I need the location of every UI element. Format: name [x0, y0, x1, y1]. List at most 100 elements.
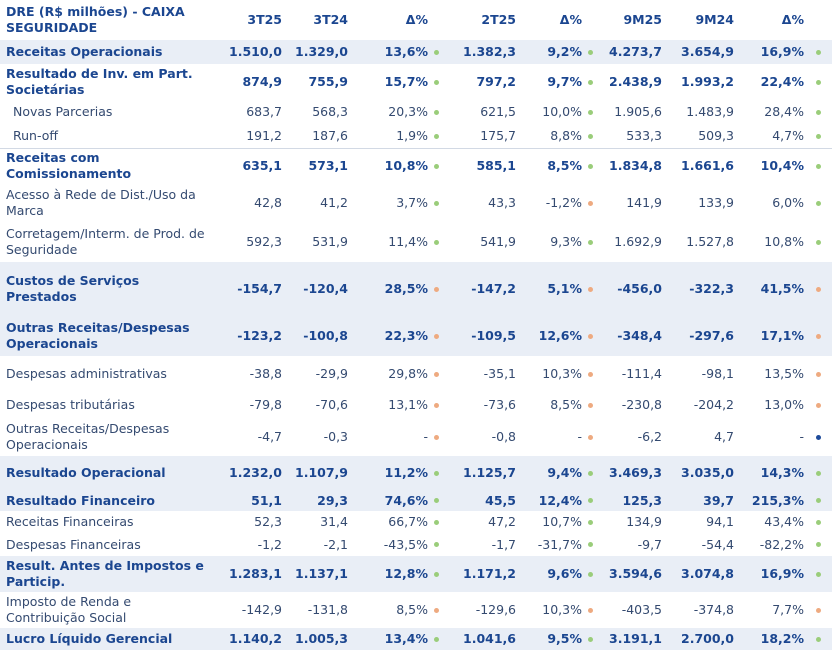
trend-dot-down-icon: [814, 392, 822, 418]
table-row: Run-off 191,2 187,6 1,9% 175,7 8,8% 533,3 509,3…: [0, 124, 832, 149]
trend-dot-up-icon: [586, 556, 594, 592]
value-9m24: 509,3: [698, 128, 734, 143]
table-row: Corretagem/Interm. de Prod. de Seguridad…: [0, 222, 832, 263]
delta-3t24: 15,7%: [384, 74, 428, 89]
delta-3t24: 66,7%: [388, 514, 428, 529]
value-9m24: 3.654,9: [681, 44, 734, 59]
row-label: Custos de Serviços Prestados: [6, 273, 140, 304]
value-9m25: 1.834,8: [609, 158, 662, 173]
delta-9m24: 13,0%: [764, 397, 804, 412]
value-3t25: 592,3: [246, 234, 282, 249]
value-2t25: 43,3: [488, 195, 516, 210]
trend-dot-down-icon: [586, 316, 594, 356]
row-label: Resultado Financeiro: [6, 492, 156, 508]
value-9m24: 1.527,8: [686, 234, 734, 249]
value-9m25: -230,8: [621, 397, 662, 412]
table-row: Despesas administrativas -38,8 -29,9 29,8% -…: [0, 356, 832, 392]
delta-9m24: 18,2%: [760, 631, 804, 646]
trend-dot-up-icon: [432, 511, 440, 533]
row-label: Receitas Financeiras: [6, 514, 134, 529]
table-row: Acesso à Rede de Dist./Uso da Marca 42,8 4…: [0, 184, 832, 222]
value-2t25: 47,2: [488, 514, 516, 529]
value-9m25: 4.273,7: [609, 44, 662, 59]
delta-9m24: 7,7%: [772, 602, 804, 617]
header-col-delta-2t25: Δ%: [559, 12, 582, 27]
delta-9m24: 10,8%: [764, 234, 804, 249]
delta-9m24: 13,5%: [764, 366, 804, 381]
value-3t24: -29,9: [315, 366, 348, 381]
trend-dot-down-icon: [586, 184, 594, 222]
delta-2t25: 10,3%: [542, 602, 582, 617]
table-row: Despesas tributárias -79,8 -70,6 13,1% -73,6…: [0, 392, 832, 418]
trend-dot-up-icon: [814, 490, 822, 511]
delta-2t25: 10,7%: [542, 514, 582, 529]
value-3t24: 41,2: [320, 195, 348, 210]
row-label: Despesas tributárias: [6, 397, 135, 412]
trend-dot-down-icon: [586, 418, 594, 456]
value-3t24: 31,4: [320, 514, 348, 529]
row-label: Outras Receitas/Despesas Operacionais: [6, 320, 190, 351]
row-label: Acesso à Rede de Dist./Uso da Marca: [6, 187, 196, 218]
delta-2t25: 8,5%: [550, 397, 582, 412]
value-2t25: -109,5: [471, 328, 516, 343]
value-9m24: 4,7: [714, 429, 734, 444]
trend-dot-up-icon: [432, 148, 440, 184]
delta-3t24: 11,4%: [388, 234, 428, 249]
delta-2t25: 5,1%: [547, 281, 582, 296]
trend-dot-up-icon: [814, 64, 822, 100]
value-2t25: 585,1: [476, 158, 516, 173]
trend-dot-up-icon: [814, 40, 822, 64]
table-row: Resultado Financeiro 51,1 29,3 74,6% 45,5 12,…: [0, 490, 832, 511]
delta-2t25: 8,5%: [547, 158, 582, 173]
value-3t25: 191,2: [246, 128, 282, 143]
trend-dot-down-icon: [432, 592, 440, 628]
table-row: Outras Receitas/Despesas Operacionais -12…: [0, 316, 832, 356]
value-3t25: -154,7: [237, 281, 282, 296]
value-3t24: -2,1: [323, 536, 348, 552]
trend-dot-up-icon: [814, 100, 822, 124]
row-label: Imposto de Renda e Contribuição Social: [6, 594, 132, 625]
table-row: Receitas Financeiras 52,3 31,4 66,7% 47,2 10,…: [0, 511, 832, 533]
delta-3t24: 28,5%: [384, 281, 428, 296]
value-2t25: -147,2: [471, 281, 516, 296]
row-label: Corretagem/Interm. de Prod. de Seguridad…: [6, 226, 205, 257]
header-title: DRE (R$ milhões) - CAIXA SEGURIDADE: [6, 4, 185, 35]
delta-3t24: -43,5%: [383, 536, 428, 552]
value-3t24: -131,8: [307, 602, 348, 617]
delta-9m24: 28,4%: [764, 104, 804, 119]
trend-dot-up-icon: [814, 628, 822, 650]
delta-2t25: 10,0%: [542, 104, 582, 119]
value-9m25: -9,7: [637, 536, 662, 552]
trend-dot-up-icon: [814, 456, 822, 490]
delta-9m24: 16,9%: [760, 44, 804, 59]
trend-dot-down-icon: [814, 592, 822, 628]
trend-dot-up-icon: [814, 533, 822, 556]
trend-dot-up-icon: [432, 533, 440, 556]
trend-dot-down-icon: [432, 418, 440, 456]
value-2t25: 1.041,6: [463, 631, 516, 646]
trend-dot-up-icon: [814, 511, 822, 533]
value-3t24: 1.005,3: [295, 631, 348, 646]
delta-2t25: 9,6%: [547, 566, 582, 581]
value-9m24: 3.074,8: [681, 566, 734, 581]
row-label: Lucro Líquido Gerencial: [6, 631, 173, 646]
trend-dot-up-icon: [814, 124, 822, 148]
trend-dot-up-icon: [586, 100, 594, 124]
table-row: Resultado Operacional 1.232,0 1.107,9 11,2%…: [0, 456, 832, 490]
table-row: Custos de Serviços Prestados -154,7 -120,4…: [0, 262, 832, 316]
value-2t25: 175,7: [480, 128, 516, 143]
value-9m25: -403,5: [621, 602, 662, 617]
value-3t25: 1.283,1: [229, 566, 282, 581]
value-9m24: 133,9: [698, 195, 734, 210]
value-2t25: -1,7: [491, 536, 516, 552]
trend-dot-neutral-icon: [814, 418, 822, 456]
value-9m24: 94,1: [706, 514, 734, 529]
delta-2t25: 9,7%: [547, 74, 582, 89]
trend-dot-up-icon: [586, 511, 594, 533]
value-3t25: -79,8: [249, 397, 282, 412]
trend-dot-up-icon: [814, 556, 822, 592]
value-9m25: 3.191,1: [609, 631, 662, 646]
delta-9m24: 10,4%: [760, 158, 804, 173]
trend-dot-up-icon: [586, 628, 594, 650]
header-col-9m25: 9M25: [623, 12, 662, 27]
